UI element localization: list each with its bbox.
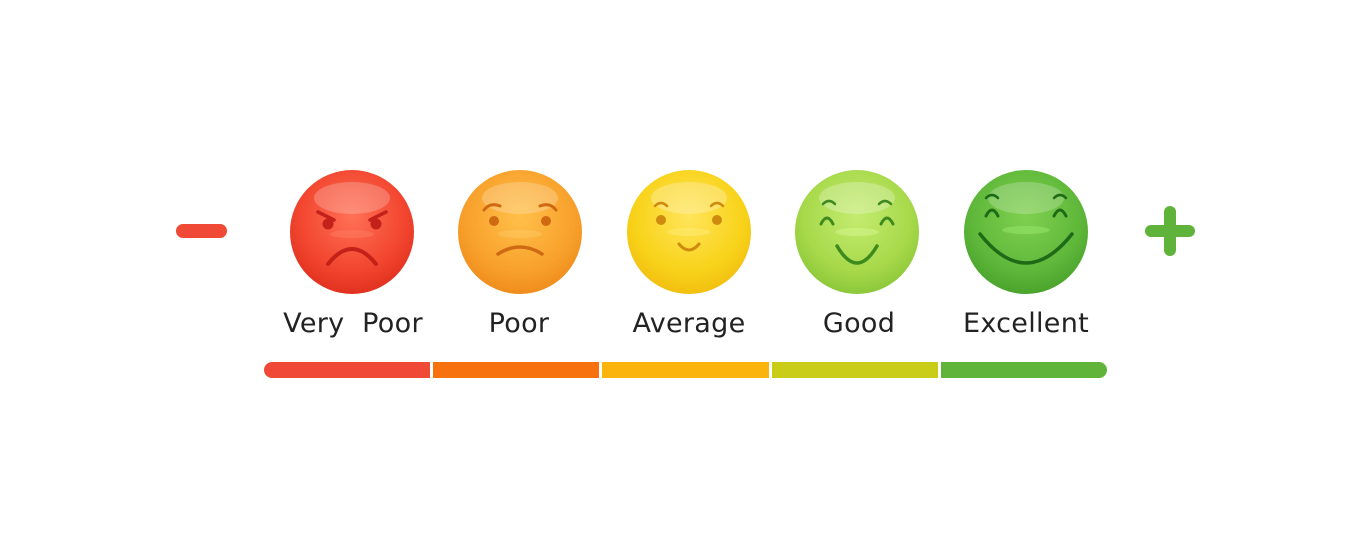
happy-face-icon: [795, 170, 919, 294]
bar-segment-average[interactable]: [602, 362, 769, 378]
grin-face-icon: [964, 170, 1088, 294]
label-poor: Poor: [488, 308, 550, 339]
angry-face-icon: [290, 170, 414, 294]
label-average: Average: [632, 308, 746, 339]
very-poor-face[interactable]: [288, 168, 416, 296]
label-good: Good: [822, 308, 896, 339]
sad-face-icon: [458, 170, 582, 294]
slight-smile-face-icon: [627, 170, 751, 294]
label-excellent: Excellent: [962, 308, 1090, 339]
average-face[interactable]: [625, 168, 753, 296]
bar-segment-poor[interactable]: [433, 362, 600, 378]
rating-color-bar: [264, 362, 1108, 378]
plus-icon[interactable]: [1145, 206, 1195, 256]
bar-segment-good[interactable]: [771, 362, 938, 378]
poor-face[interactable]: [456, 168, 584, 296]
bar-segment-excellent[interactable]: [940, 362, 1108, 378]
excellent-face[interactable]: [962, 168, 1090, 296]
minus-icon[interactable]: [176, 224, 227, 238]
label-very-poor: Very Poor: [283, 308, 423, 339]
bar-segment-very-poor[interactable]: [264, 362, 431, 378]
good-face[interactable]: [793, 168, 921, 296]
plus-icon-vertical: [1164, 206, 1176, 256]
